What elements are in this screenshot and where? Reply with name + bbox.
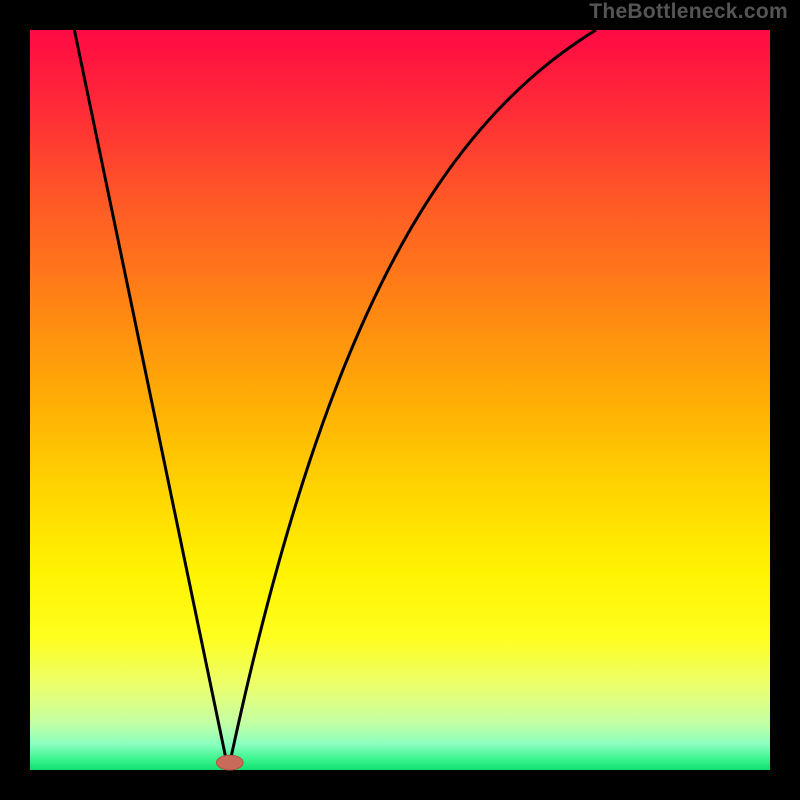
chart-svg xyxy=(0,0,800,800)
chart-plot-area xyxy=(30,30,770,770)
chart-container: TheBottleneck.com xyxy=(0,0,800,800)
optimal-marker xyxy=(216,755,243,770)
watermark-text: TheBottleneck.com xyxy=(589,0,788,24)
